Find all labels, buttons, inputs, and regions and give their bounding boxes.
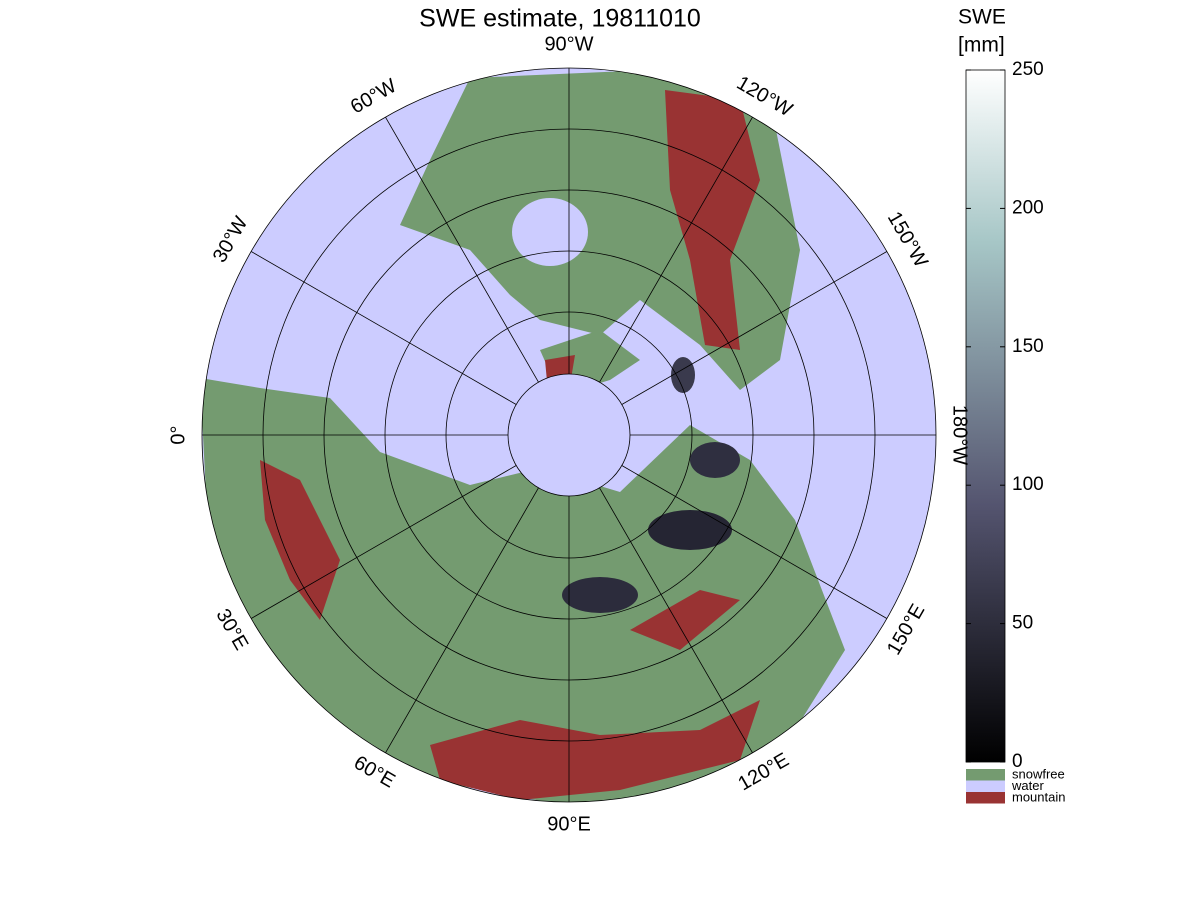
eurasia [202,378,845,802]
legend-swatch [966,780,1005,792]
meridian-label: 90°E [547,813,591,835]
colorbar-tick-label: 50 [1012,613,1033,634]
legend-swatch [966,792,1005,804]
meridian-label: 90°W [544,33,593,55]
colorbar-tick-label: 200 [1012,197,1044,218]
colorbar [965,69,1006,763]
meridian [250,465,517,619]
graticule [201,67,937,803]
colorbar-title: [mm] [958,34,1005,57]
mountain [665,90,760,350]
meridian [621,251,888,405]
mountain [260,460,340,620]
meridian [385,487,539,754]
meridian-label: 60°E [350,752,399,793]
colorbar-tick-label: 100 [1012,474,1044,495]
colorbar-tick-label: 150 [1012,336,1044,357]
hudson-bay [512,198,588,266]
map-title: SWE estimate, 19811010 [419,5,701,33]
legend-label: water [1011,778,1044,793]
colorbar-title: SWE [958,6,1006,29]
pole-water [508,374,630,496]
mountain [430,700,760,800]
colorbar-tick-label: 250 [1012,59,1044,80]
meridian-label: 60°W [347,75,401,119]
snow [562,577,638,613]
legend-label: snowfree [1012,766,1065,781]
meridian-label: 0° [167,425,189,444]
mountain [630,590,740,650]
map [202,68,936,802]
meridian-label: 30°W [209,213,253,267]
legend-label: mountain [1012,789,1065,804]
meridian [599,487,753,754]
colorbar-tick-label: 0 [1012,751,1023,772]
snow [648,510,732,550]
meridian [599,116,753,383]
meridian [385,116,539,383]
snow [671,357,695,393]
meridian [250,251,517,405]
legend-swatch [966,769,1005,781]
meridian-label: 180°W [949,405,971,465]
snow [690,442,740,478]
meridian [621,465,888,619]
meridian-label: 30°E [211,605,252,654]
